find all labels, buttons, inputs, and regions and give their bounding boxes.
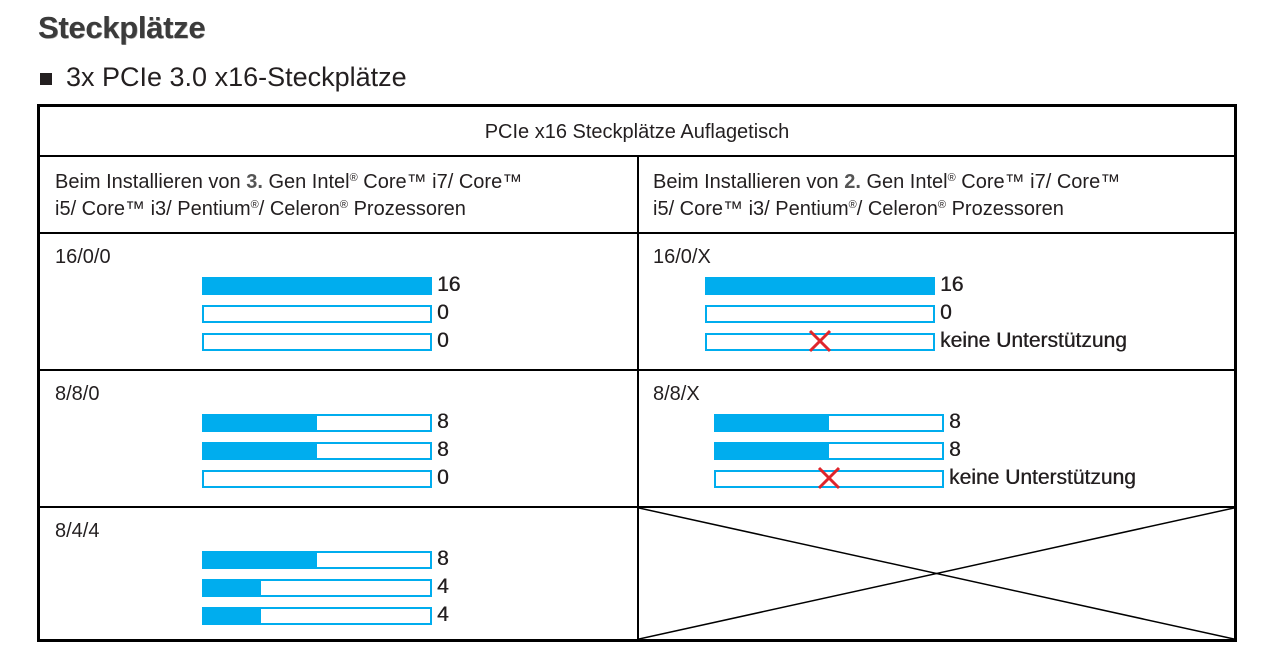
lane-row: 16 (202, 273, 732, 297)
registered-mark: ® (250, 199, 259, 211)
header-processors: / Celeron (856, 198, 938, 220)
lane-row: keine Unterstützung (705, 329, 1235, 353)
lane-bar (202, 551, 432, 569)
lane-bar (202, 579, 432, 597)
lane-fill (716, 444, 829, 458)
lane-value: 0 (437, 329, 449, 352)
header-processors: / Celeron (258, 198, 340, 220)
lane-row: 8 (714, 438, 1244, 462)
column-header-gen2: Beim Installieren von 2. Gen Intel® Core… (653, 169, 1218, 223)
column-header-gen3: Beim Installieren von 3. Gen Intel® Core… (55, 169, 620, 223)
lane-row: 0 (202, 329, 732, 353)
lane-bar (202, 305, 432, 323)
lane-bar (714, 414, 944, 432)
header-processors: Prozessoren (946, 198, 1064, 220)
header-processors: i5/ Core™ i3/ Pentium (653, 198, 849, 220)
lane-row: 8 (202, 410, 732, 434)
header-generation: 3. (246, 171, 263, 193)
lane-value: 8 (437, 547, 449, 570)
lane-fill (716, 416, 829, 430)
lane-row: 8 (202, 547, 732, 571)
lane-row: 8 (714, 410, 1244, 434)
lane-bar (202, 277, 432, 295)
config-label: 8/8/0 (55, 383, 100, 405)
x-stroke (808, 329, 832, 353)
cross-line (639, 508, 1234, 639)
slot-summary-text: 3x PCIe 3.0 x16-Steckplätze (66, 62, 407, 92)
lane-value: 8 (949, 410, 961, 433)
lane-bar (202, 333, 432, 351)
lane-value: 4 (437, 603, 449, 626)
header-prefix: Beim Installieren von (55, 171, 247, 193)
lane-fill (204, 609, 261, 623)
lane-bar (705, 305, 935, 323)
lane-bar (714, 442, 944, 460)
lane-fill (707, 279, 933, 293)
lane-value: keine Unterstützung (940, 329, 1127, 352)
header-prefix: Beim Installieren von (653, 171, 845, 193)
lane-value: 0 (437, 301, 449, 324)
registered-mark: ® (349, 172, 358, 184)
unsupported-x-icon (808, 329, 832, 353)
lane-value: 4 (437, 575, 449, 598)
lane-row: keine Unterstützung (714, 466, 1244, 490)
page-title: Steckplätze (38, 10, 206, 45)
lane-fill (204, 553, 317, 567)
header-processors: i5/ Core™ i3/ Pentium (55, 198, 251, 220)
registered-mark: ® (848, 199, 857, 211)
lane-bar (202, 470, 432, 488)
registered-mark: ® (339, 199, 349, 211)
registered-mark: ® (937, 199, 947, 211)
not-applicable-cell (639, 508, 1234, 639)
lane-value: 0 (940, 301, 952, 324)
lane-value: 0 (437, 466, 449, 489)
x-stroke (817, 466, 841, 490)
header-gen-label: Gen Intel (860, 171, 948, 193)
slot-summary: 3x PCIe 3.0 x16-Steckplätze (40, 62, 407, 93)
registered-mark: ® (947, 172, 956, 184)
header-processors: Core™ i7/ Core™ (955, 171, 1121, 193)
lane-fill (204, 581, 261, 595)
header-processors: Prozessoren (348, 198, 466, 220)
table-title: PCIe x16 Steckplätze Auflagetisch (484, 121, 790, 143)
lane-value: 8 (437, 438, 449, 461)
pcie-slot-table: PCIe x16 Steckplätze Auflagetisch Beim I… (37, 104, 1237, 642)
config-label: 16/0/X (653, 246, 711, 268)
lane-row: 0 (202, 301, 732, 325)
lane-row: 0 (705, 301, 1235, 325)
lane-value: 16 (940, 273, 964, 296)
header-gen-label: Gen Intel (262, 171, 350, 193)
lane-row: 16 (705, 273, 1235, 297)
config-label: 8/4/4 (55, 520, 100, 542)
lane-value: keine Unterstützung (949, 466, 1136, 489)
lane-fill (204, 279, 430, 293)
unsupported-x-icon (817, 466, 841, 490)
lane-value: 8 (949, 438, 961, 461)
config-label: 8/8/X (653, 383, 700, 405)
lane-bar (202, 607, 432, 625)
lane-bar (202, 414, 432, 432)
lane-value: 16 (437, 273, 461, 296)
grid-line (637, 156, 639, 639)
lane-row: 4 (202, 575, 732, 599)
lane-row: 4 (202, 603, 732, 627)
lane-fill (204, 444, 317, 458)
lane-row: 8 (202, 438, 732, 462)
config-label: 16/0/0 (55, 246, 111, 268)
lane-bar (705, 277, 935, 295)
header-processors: Core™ i7/ Core™ (357, 171, 523, 193)
lane-row: 0 (202, 466, 732, 490)
header-generation: 2. (844, 171, 861, 193)
lane-value: 8 (437, 410, 449, 433)
lane-fill (204, 416, 317, 430)
bullet-icon (40, 72, 52, 85)
lane-bar (202, 442, 432, 460)
